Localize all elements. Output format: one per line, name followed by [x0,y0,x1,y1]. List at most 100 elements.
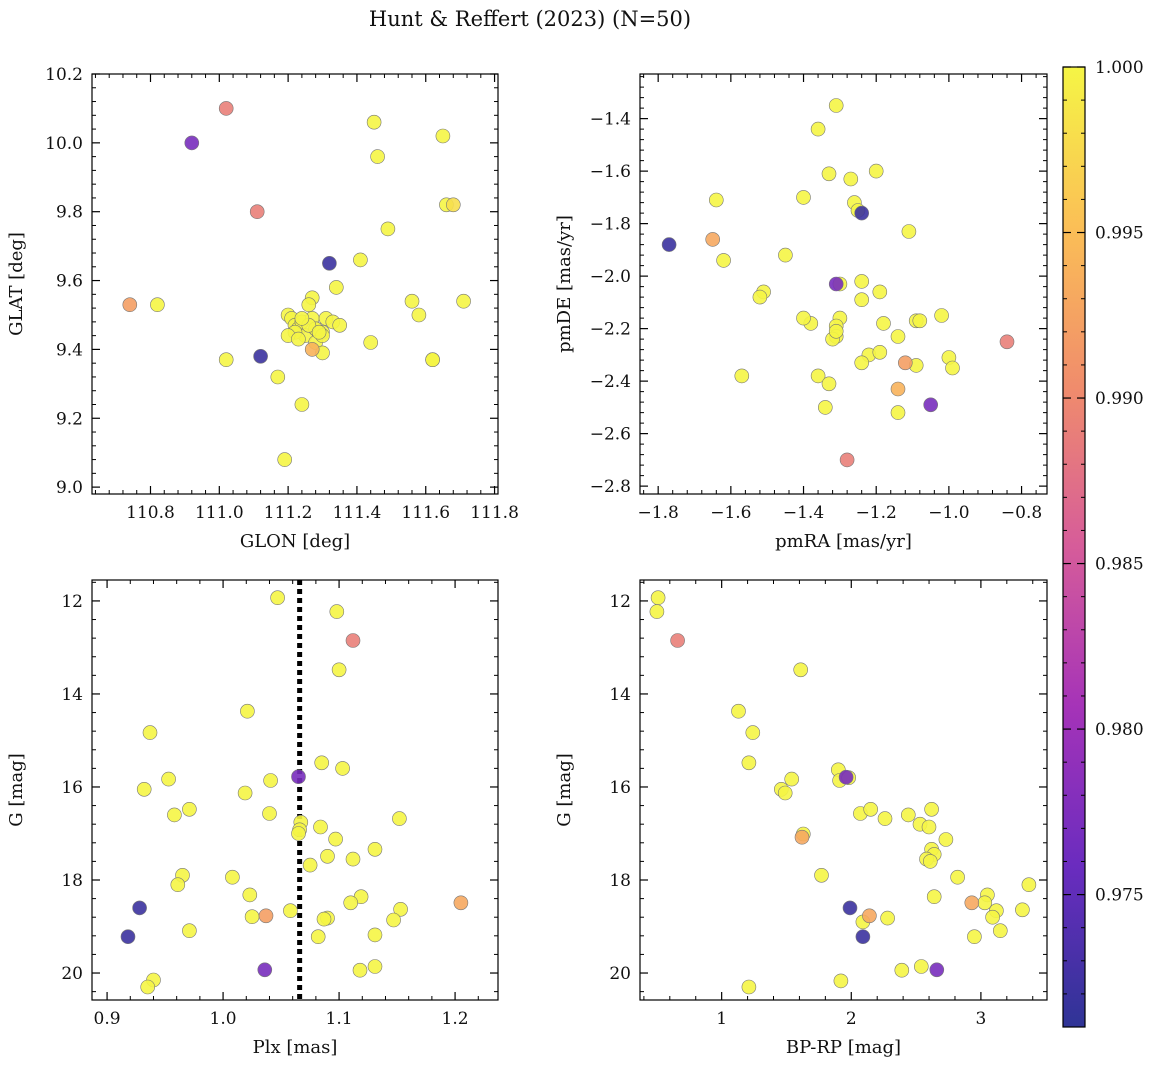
scatter-point [445,197,461,213]
x-tick-label: 111.0 [195,503,244,523]
scatter-point [184,135,200,151]
scatter-point [240,703,255,719]
scatter-point [1015,902,1030,918]
scatter-point [283,903,298,919]
scatter-point [814,867,829,883]
scatter-point [929,962,945,978]
scatter-point [890,381,906,397]
scatter-point [120,929,136,945]
scatter-point [839,452,855,468]
colorbar-tick-label: 1.000 [1095,58,1144,78]
scatter-point [650,590,666,606]
scatter-point [393,901,408,917]
colorbar-tick-label: 0.975 [1095,886,1144,906]
scatter-point [244,909,260,925]
colorbar-gradient [1062,66,1086,1028]
y-axis-label: pmDE [mas/yr] [554,215,575,353]
scatter-point [456,293,471,309]
x-tick-label: 111.4 [333,503,382,523]
scatter-point [794,829,810,845]
scatter-point [258,908,274,924]
x-tick-label: 3 [975,1009,986,1029]
scatter-point [302,857,318,873]
panel-2: −1.8 −1.6 −1.4 −1.2 −1.0 −0.8 −2.8 −2.6 −2.4 −2.2… [554,73,1048,552]
scatter-point [977,895,993,911]
scatter-point [670,633,685,648]
scatter-point [921,819,937,835]
scatter-point [854,292,870,308]
scatter-point [938,832,954,847]
scatter-point [872,284,888,300]
scatter-point [734,368,750,384]
scatter-point [868,163,884,179]
y-tick-label: 9.0 [56,478,83,498]
scatter-point [182,801,197,817]
scatter-point [741,979,757,995]
scatter-point [967,929,982,945]
scatter-point [784,771,800,787]
scatter-point [810,121,826,137]
scatter-point [370,149,385,164]
scatter-point [901,224,917,239]
x-tick-label: −0.8 [1001,503,1042,523]
x-tick-label: −1.6 [710,503,751,523]
scatter-point [810,368,826,384]
scatter-point [310,929,326,945]
scatter-point [366,114,382,130]
colorbar-tick-label: 0.995 [1095,224,1144,244]
y-tick-label: 10.0 [45,134,83,154]
y-axis-label: G [mag] [6,753,27,826]
scatter-point [253,348,268,364]
scatter-point [705,232,721,247]
scatter-point [950,869,965,885]
y-tick-label: −1.6 [590,162,631,182]
scatter-point [934,308,949,323]
scatter-point [277,452,293,467]
scatter-point [263,773,278,788]
scatter-point [821,376,837,392]
scatter-point [262,806,277,821]
x-tick-label: −1.8 [638,503,679,523]
scatter-point [821,166,837,182]
y-tick-label: 10.2 [45,65,83,85]
scatter-point [833,973,849,989]
y-tick-label: 20 [61,964,83,984]
scatter-point [778,247,793,263]
scatter-point [661,237,677,252]
scatter-point [332,317,348,333]
scatter-point [331,662,347,678]
scatter-point [392,811,407,826]
scatter-point [161,771,176,787]
scatter-point [294,311,310,326]
scatter-point [170,877,186,893]
y-tick-label: −2.6 [590,425,631,445]
scatter-point [453,895,469,911]
y-tick-label: 14 [609,685,631,705]
y-axis-label: GLAT [deg] [6,232,27,336]
scatter-point [876,316,891,331]
scatter-point [843,171,859,187]
scatter-point [316,911,332,927]
x-tick-label: −1.0 [928,503,969,523]
scatter-point [320,848,335,864]
scatter-point [926,889,942,905]
scatter-point [842,900,858,916]
scatter-point [880,910,895,926]
x-axis-label: GLON [deg] [240,531,350,552]
scatter-point [311,324,327,340]
y-axis-label: G [mag] [554,753,575,826]
scatter-point [855,929,871,945]
scatter-point [343,895,359,911]
scatter-point [731,703,746,719]
scatter-point [863,801,879,817]
x-tick-label: 1.2 [442,1009,469,1029]
x-axis-label: Plx [mas] [253,1037,338,1058]
scatter-point [363,335,379,350]
scatter-point [314,755,330,771]
scatter-point [649,604,665,619]
y-tick-label: 16 [61,778,83,798]
y-tick-label: 18 [61,871,83,891]
scatter-point [877,811,893,826]
axes-frame [91,579,499,1001]
scatter-point [992,923,1008,939]
